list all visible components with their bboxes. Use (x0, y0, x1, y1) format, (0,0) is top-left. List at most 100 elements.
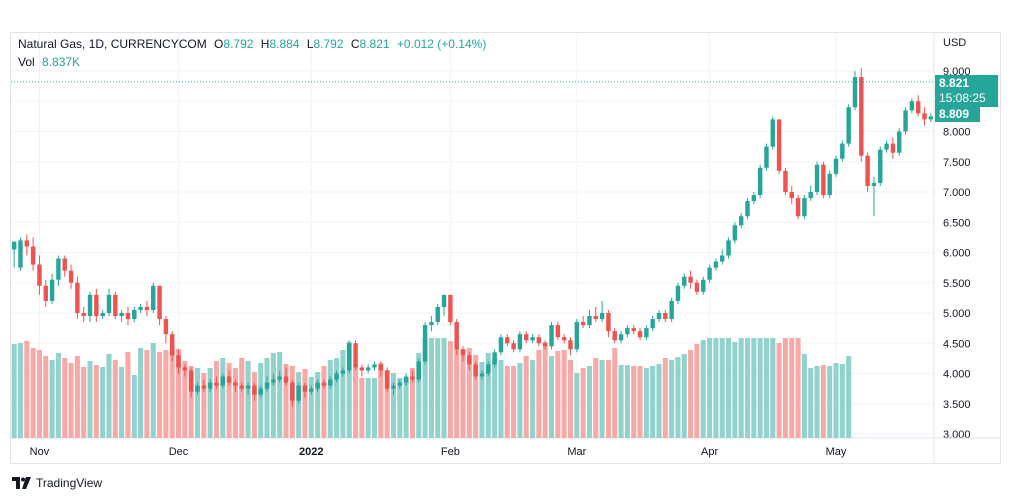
x-tick-label: Feb (441, 446, 460, 458)
candle-body (707, 267, 712, 280)
y-tick-label: 8.000 (943, 127, 971, 139)
volume-bar (466, 348, 472, 438)
candle-body (682, 276, 687, 286)
volume-bar (390, 373, 397, 438)
candle-body (770, 119, 776, 147)
volume-bar (574, 373, 580, 438)
candle-body (751, 195, 757, 202)
y-tick-label: 4.000 (943, 369, 971, 381)
candle-body (296, 385, 301, 401)
volume-bar (327, 360, 333, 438)
volume-bar (637, 366, 643, 438)
volume-bar (586, 366, 592, 438)
volume-bar (624, 365, 630, 438)
candle-body (422, 325, 428, 362)
candle-body (94, 294, 99, 317)
candle-body (169, 334, 175, 356)
volume-bar (251, 372, 257, 438)
candle-body (789, 192, 794, 199)
candle-body (650, 319, 655, 329)
candle-body (871, 182, 877, 186)
candle-body (473, 364, 478, 377)
volume-bar (700, 340, 706, 438)
x-tick-label: Nov (30, 446, 50, 458)
y-tick-label: 3.000 (943, 429, 971, 441)
volume-bar (125, 352, 131, 438)
volume-bar (207, 368, 213, 438)
volume-bar (536, 350, 542, 438)
volume-bar (321, 366, 327, 438)
volume-bar (245, 361, 251, 438)
volume-bar (334, 358, 340, 438)
x-tick-label: Mar (567, 446, 586, 458)
currency-label[interactable]: USD (943, 37, 967, 49)
volume-bar (846, 356, 852, 438)
candle-body (580, 322, 586, 326)
volume-bar (776, 343, 782, 438)
candle-body (441, 294, 447, 307)
volume-bar (49, 360, 55, 438)
candle-body (928, 116, 934, 120)
candle-body (100, 313, 105, 317)
candle-body (283, 376, 289, 383)
volume-bar (182, 361, 188, 438)
volume-bar (157, 352, 163, 438)
candle-body (903, 110, 908, 132)
candle-body (410, 376, 415, 380)
tradingview-brand[interactable]: TradingView (12, 476, 102, 490)
candle-body (852, 77, 858, 108)
candle-body (720, 255, 725, 262)
low-value: 8.792 (313, 37, 344, 51)
volume-bar (131, 375, 137, 438)
candle-body (277, 376, 282, 380)
candle-body (827, 173, 832, 196)
candle-body (309, 388, 314, 392)
volume-bar (555, 351, 561, 438)
bar-countdown: 15:08:25 (939, 91, 986, 105)
volume-bar (55, 353, 61, 438)
candle-body (783, 170, 788, 192)
candle-body (435, 306, 440, 323)
volume-bar (435, 338, 441, 438)
volume-bar (416, 353, 422, 438)
volume-bar (827, 366, 833, 438)
candle-body (833, 158, 839, 174)
volume-bar (11, 344, 17, 438)
volume-bar (751, 338, 757, 438)
volume-bar (732, 342, 738, 438)
candle-body (776, 119, 782, 171)
volume-bar (359, 378, 365, 438)
candle-body (62, 258, 67, 271)
volume-bar (277, 352, 283, 438)
volume-bar (232, 368, 238, 438)
candle-body (878, 149, 883, 183)
candle-body (30, 246, 36, 265)
high-value: 8.884 (269, 37, 300, 51)
candle-body (353, 343, 358, 368)
candle-body (119, 313, 124, 317)
candle-body (669, 300, 674, 320)
volume-bar (504, 366, 510, 438)
candle-body (909, 101, 915, 111)
candle-body (606, 313, 611, 332)
volume-bar (744, 338, 751, 438)
candle-body (915, 101, 921, 114)
volume-bar (409, 368, 415, 438)
candle-body (808, 192, 813, 199)
candle-body (81, 313, 86, 317)
volume-bar (365, 378, 371, 438)
volume-label[interactable]: Vol (18, 55, 35, 69)
candle-body (252, 385, 257, 395)
candle-body (245, 385, 251, 389)
symbol-title[interactable]: Natural Gas, 1D, CURRENCYCOM (18, 37, 207, 51)
candle-body (555, 325, 561, 338)
candle-body (675, 285, 681, 301)
volume-bar (264, 358, 270, 438)
candle-body (726, 240, 731, 256)
candle-body (732, 225, 738, 241)
candle-body (347, 343, 352, 371)
candle-body (68, 270, 74, 283)
volume-bar (814, 366, 820, 438)
candle-body (524, 334, 529, 341)
